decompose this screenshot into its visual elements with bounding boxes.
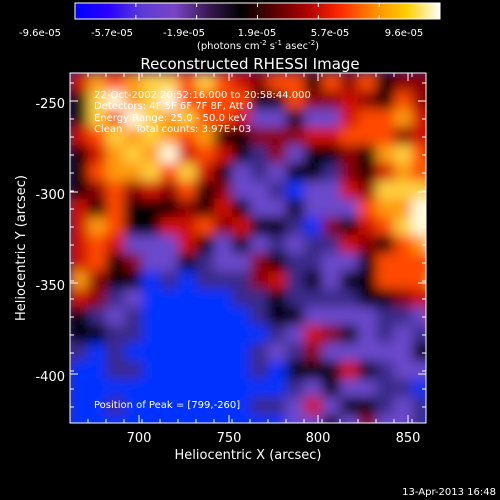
colorbar-tick-label: -1.9e-05 — [163, 28, 205, 39]
x-tick-label: 700 — [127, 431, 152, 446]
clean-counts-annotation: Clean Total counts: 3.97E+03 — [94, 124, 251, 135]
y-tick-label: -400 — [35, 370, 65, 385]
x-tick-label: 750 — [217, 431, 242, 446]
colorbar-ticks: -9.6e-05 -5.7e-05 -1.9e-05 1.9e-05 5.7e-05 9.… — [19, 3, 441, 39]
peak-position-annotation: Position of Peak = [799,-260] — [94, 400, 240, 411]
x-tick-label: 800 — [306, 431, 331, 446]
colorbar — [75, 3, 440, 19]
plot-title: Reconstructed RHESSI Image — [140, 55, 359, 73]
plot-frame — [69, 72, 427, 424]
footer-timestamp: 13-Apr-2013 16:48 — [402, 487, 496, 498]
x-tick-label: 850 — [396, 431, 421, 446]
y-tick-label: -250 — [35, 97, 65, 112]
colorbar-tick-label: 1.9e-05 — [238, 28, 276, 39]
colorbar-unit-label: (photons cm-2 s-1 asec-2) — [197, 39, 319, 52]
colorbar-tick-label: -5.7e-05 — [91, 28, 133, 39]
axis-ticks — [69, 73, 426, 423]
x-axis-label: Heliocentric X (arcsec) — [175, 448, 322, 463]
colorbar-tick-label: 9.6e-05 — [385, 28, 423, 39]
detectors-annotation: Detectors: 4F 5F 6F 7F 8F, Att 0 — [94, 101, 253, 112]
colorbar-tick-label: -9.6e-05 — [19, 28, 61, 39]
time-range-annotation: 22-Oct-2002 20:52:16.000 to 20:58:44.000 — [94, 90, 311, 101]
y-tick-label: -300 — [35, 188, 65, 203]
rhessi-image — [70, 73, 426, 423]
y-axis-label: Heliocentric Y (arcsec) — [14, 175, 29, 321]
energy-range-annotation: Energy Range: 25.0 - 50.0 keV — [94, 113, 247, 124]
y-tick-label: -350 — [35, 279, 65, 294]
colorbar-tick-label: 5.7e-05 — [311, 28, 349, 39]
